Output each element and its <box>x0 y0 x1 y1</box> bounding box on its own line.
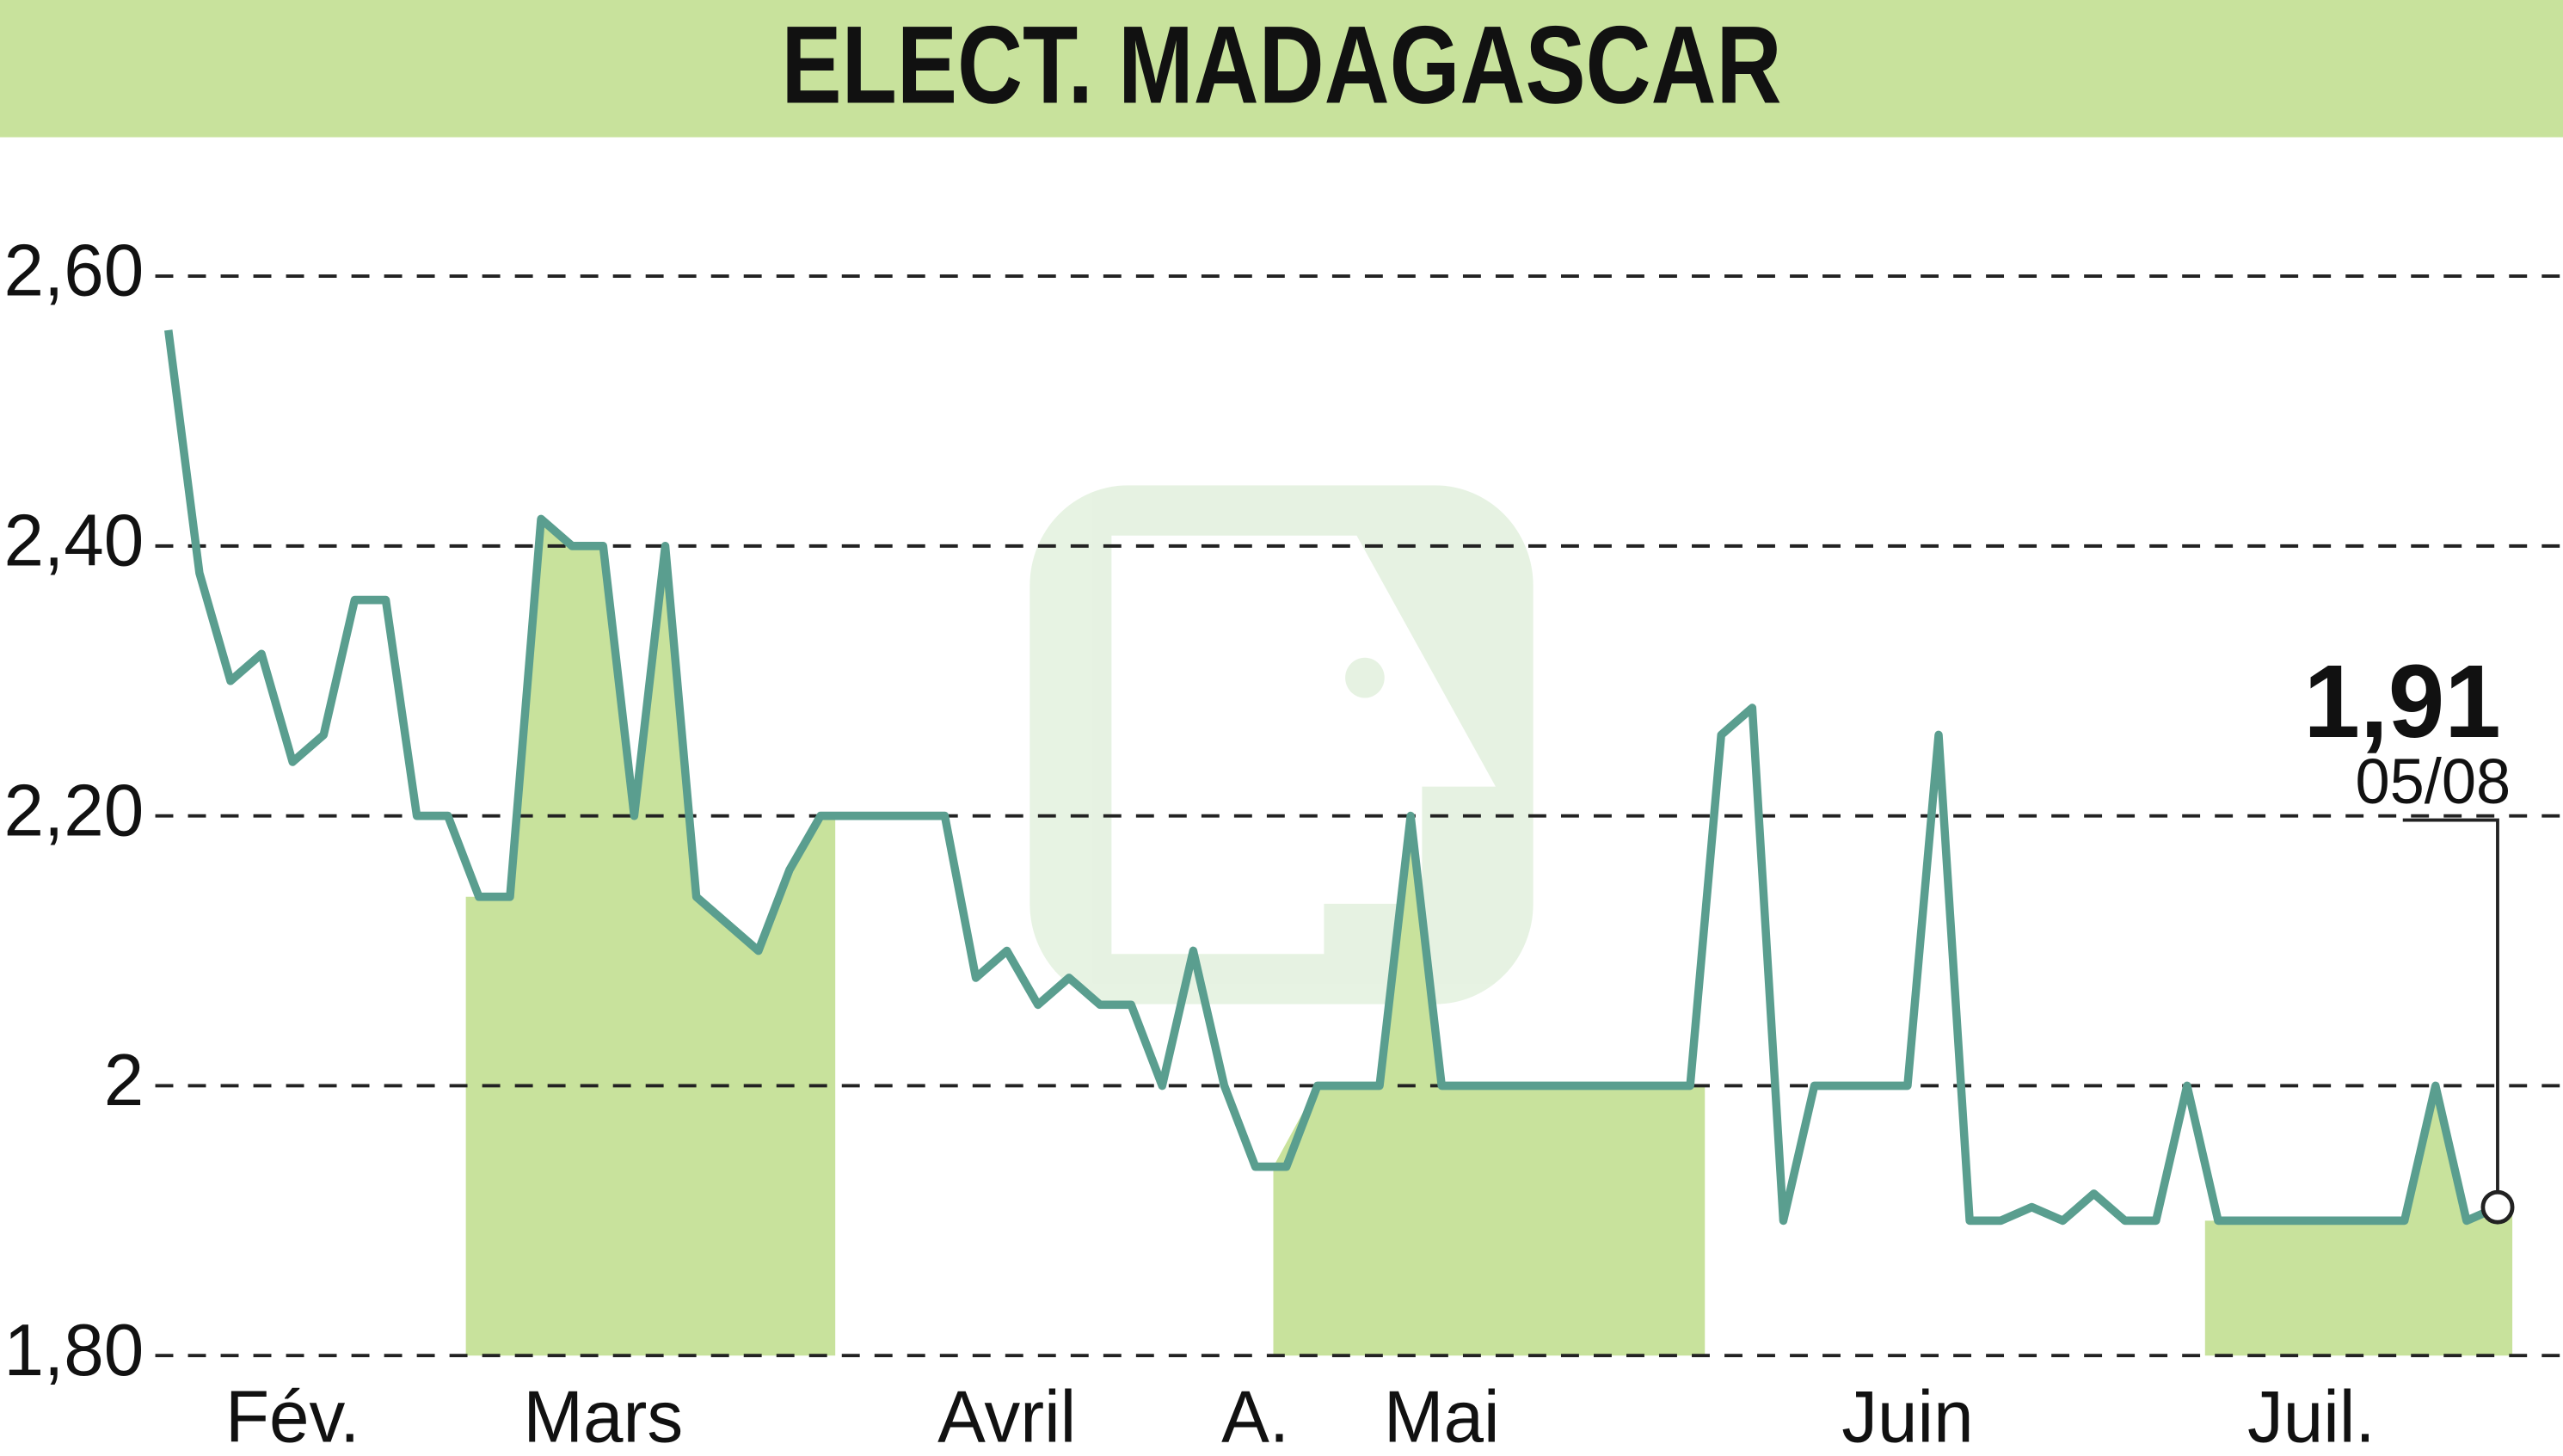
y-tick-label: 2,60 <box>4 229 144 311</box>
price-line <box>164 329 2499 1226</box>
y-tick-label: 2,20 <box>4 768 144 851</box>
y-tick-label: 2,40 <box>4 499 144 581</box>
x-tick-label: Fév. <box>225 1375 360 1456</box>
x-tick-label: Mars <box>523 1375 683 1456</box>
y-tick-label: 1,80 <box>4 1308 144 1391</box>
x-tick-label: Avril <box>937 1375 1076 1456</box>
chart-title: ELECT. MADAGASCAR <box>781 3 1781 126</box>
x-tick-label: Juin <box>1841 1375 1973 1456</box>
last-point <box>2480 1189 2515 1225</box>
y-tick-label: 2 <box>104 1038 144 1121</box>
shaded-band <box>465 519 836 1356</box>
x-tick-label: Juil. <box>2247 1375 2376 1456</box>
x-tick-label: Mai <box>1384 1375 1500 1456</box>
x-tick-label: A. <box>1221 1375 1289 1456</box>
value-label: 1,91 <box>2303 644 2500 760</box>
watermark-logo <box>1030 485 1533 1004</box>
annotation-leader <box>2402 818 2499 1207</box>
header-band <box>0 0 2563 138</box>
last-date: 05/08 <box>2355 746 2511 817</box>
